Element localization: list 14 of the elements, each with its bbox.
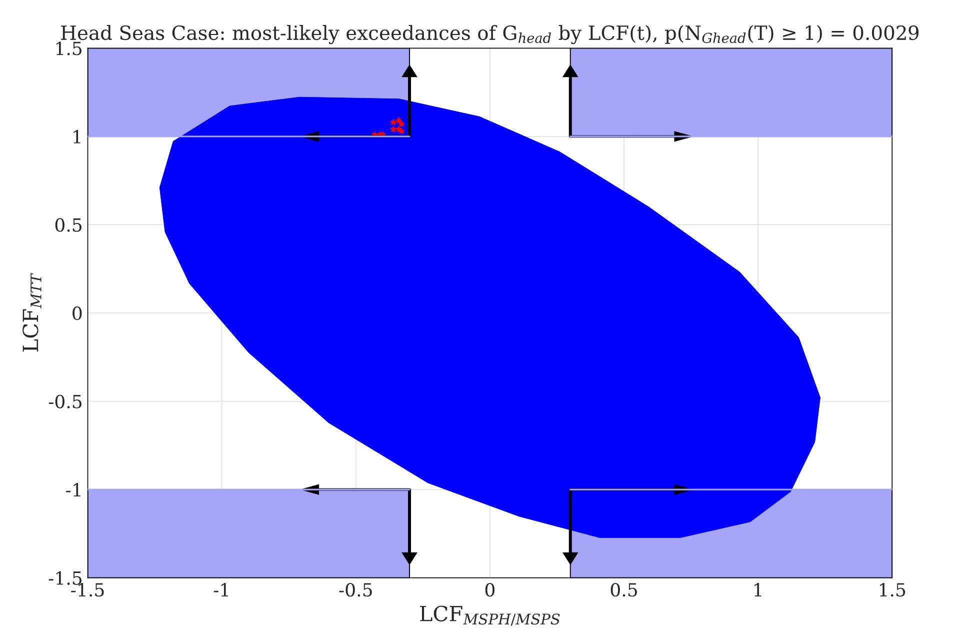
y-tick-label: -0.5 — [48, 394, 82, 408]
y-tick-label: 1 — [74, 130, 80, 144]
y-tick-label: 0.5 — [55, 218, 82, 232]
x-tick-label: 1.5 — [880, 582, 906, 597]
y-tick-label: -1 — [66, 482, 80, 496]
x-tick-label: 0 — [485, 582, 494, 597]
x-tick-label: 0.5 — [610, 582, 637, 597]
y-axis-title: LCF$_{MTT}$ — [22, 272, 42, 352]
y-tick-label: 0 — [72, 306, 82, 320]
x-tick-label: -1 — [214, 582, 228, 596]
y-tick-label: -1.5 — [48, 571, 82, 585]
x-axis-title: LCF$_{MSPH/MSPS}$ — [420, 606, 560, 626]
x-tick-label: 1 — [754, 582, 762, 596]
x-tick-label: -0.5 — [339, 582, 372, 597]
